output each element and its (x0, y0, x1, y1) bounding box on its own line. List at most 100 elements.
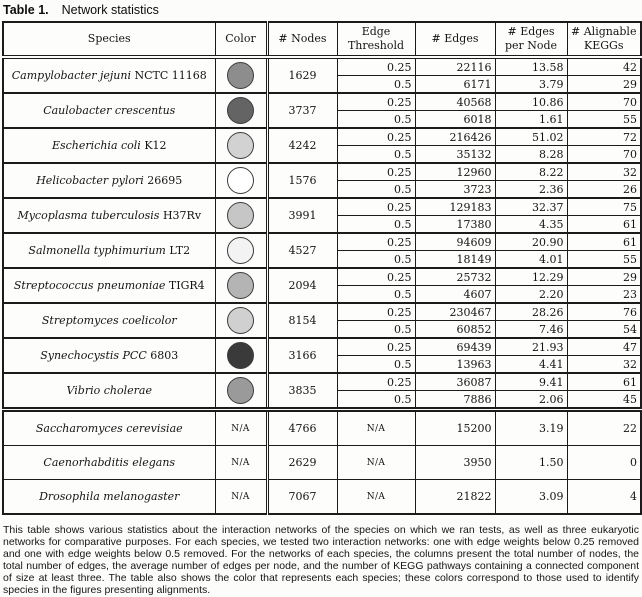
threshold-subrow: 0.5 18149 4.01 55 (3, 250, 642, 269)
species-color-cell (214, 302, 268, 339)
edges-per-node-cell: 7.46 (494, 320, 568, 339)
species-row: Mycoplasma tuberculosis H37Rv 3991 0.25 … (2, 197, 642, 234)
edge-threshold-cell: 0.25 (336, 197, 416, 216)
species-name: Vibrio cholerae (66, 384, 152, 397)
edges-per-node-cell: 20.90 (494, 232, 568, 251)
node-count-cell: 3835 (265, 372, 338, 410)
species-row: Streptococcus pneumoniae TIGR4 2094 0.25… (2, 267, 642, 304)
edges-per-node-cell: 12.29 (494, 267, 568, 286)
edge-count-cell: 4607 (414, 285, 496, 304)
edge-threshold-cell: 0.25 (336, 372, 416, 391)
alignable-keggs-cell: 70 (566, 92, 642, 111)
edge-count-cell: 17380 (414, 215, 496, 234)
species-color-dot (227, 307, 254, 334)
alignable-keggs-cell: 54 (566, 320, 642, 339)
species-strain: TIGR4 (168, 279, 205, 292)
edge-count-cell: 216426 (414, 127, 496, 146)
species-name: Synechocystis PCC (40, 349, 147, 362)
col-header-edges: # Edges (414, 21, 496, 59)
species-color-cell (214, 162, 268, 199)
network-statistics-table: Species Color # Nodes Edge Threshold # E… (2, 21, 642, 515)
edge-count-cell: 13963 (414, 355, 496, 374)
edge-count-cell: 60852 (414, 320, 496, 339)
edge-threshold-cell: 0.5 (336, 250, 416, 269)
node-count-cell: 4527 (265, 232, 338, 269)
species-strain: LT2 (169, 244, 191, 257)
edge-threshold-cell: 0.5 (336, 180, 416, 199)
edge-threshold-cell: 0.5 (336, 75, 416, 94)
edges-per-node-cell: 32.37 (494, 197, 568, 216)
species-color-dot (227, 237, 254, 264)
species-color-cell (214, 127, 268, 164)
col-header-alignable-keggs: # Alignable KEGGs (566, 21, 642, 59)
species-name: Escherichia coli (51, 139, 141, 152)
edges-per-node-cell: 3.09 (494, 479, 568, 515)
edges-per-node-cell: 2.06 (494, 390, 568, 410)
edge-count-cell: 21822 (414, 479, 496, 515)
edge-threshold-cell: 0.5 (336, 110, 416, 129)
edge-threshold-cell: 0.25 (336, 162, 416, 181)
node-count-cell: 2629 (265, 445, 338, 480)
edges-per-node-cell: 4.41 (494, 355, 568, 374)
alignable-keggs-cell: 45 (566, 390, 642, 410)
edge-count-cell: 18149 (414, 250, 496, 269)
edge-threshold-cell: 0.25 (336, 337, 416, 356)
species-color-dot (227, 342, 254, 369)
alignable-keggs-cell: 55 (566, 110, 642, 129)
edge-count-cell: 40568 (414, 92, 496, 111)
eukaryote-row: Drosophila melanogaster N/A 7067 N/A 218… (2, 479, 642, 515)
species-row: Helicobacter pylori 26695 1576 0.25 1296… (2, 162, 642, 199)
node-count-cell: 2094 (265, 267, 338, 304)
species-color-dot (227, 97, 254, 124)
color-na-cell: N/A (214, 445, 268, 480)
species-name-cell: Saccharomyces cerevisiae (2, 407, 216, 446)
edges-per-node-cell: 8.28 (494, 145, 568, 164)
species-strain: H37Rv (162, 209, 202, 222)
edge-threshold-cell: 0.25 (336, 232, 416, 251)
edges-per-node-cell: 1.50 (494, 445, 568, 480)
alignable-keggs-cell: 55 (566, 250, 642, 269)
species-color-cell (214, 267, 268, 304)
edge-count-cell: 15200 (414, 407, 496, 446)
species-name: Saccharomyces cerevisiae (35, 422, 183, 435)
species-color-dot (227, 202, 254, 229)
edge-count-cell: 3950 (414, 445, 496, 480)
species-row: Streptomyces coelicolor 8154 0.25 230467… (2, 302, 642, 339)
threshold-subrow: 0.5 7886 2.06 45 (3, 390, 642, 410)
species-name: Mycoplasma tuberculosis (17, 209, 160, 222)
col-header-nodes: # Nodes (265, 21, 338, 59)
alignable-keggs-cell: 75 (566, 197, 642, 216)
edges-per-node-cell: 4.01 (494, 250, 568, 269)
table-caption: This table shows various statistics abou… (3, 524, 639, 596)
edge-threshold-cell: 0.25 (336, 92, 416, 111)
table-number-label: Table 1. (3, 3, 49, 17)
edges-per-node-cell: 3.19 (494, 407, 568, 446)
header-row: Species Color # Nodes Edge Threshold # E… (2, 21, 642, 59)
edge-threshold-cell: 0.5 (336, 285, 416, 304)
threshold-subrow: 0.5 17380 4.35 61 (3, 215, 642, 234)
species-strain: NCTC 11168 (134, 69, 207, 82)
node-count-cell: 4766 (265, 407, 338, 446)
species-color-dot (227, 167, 254, 194)
species-row: Escherichia coli K12 4242 0.25 216426 51… (2, 127, 642, 164)
species-name-cell: Caenorhabditis elegans (2, 445, 216, 480)
species-color-cell (214, 56, 268, 94)
threshold-na-cell: N/A (336, 479, 416, 515)
edges-per-node-cell: 51.02 (494, 127, 568, 146)
alignable-keggs-cell: 32 (566, 162, 642, 181)
col-header-color: Color (214, 21, 268, 59)
threshold-subrow: 0.5 35132 8.28 70 (3, 145, 642, 164)
edges-per-node-cell: 8.22 (494, 162, 568, 181)
species-color-cell (214, 337, 268, 374)
threshold-subrow: 0.5 4607 2.20 23 (3, 285, 642, 304)
color-na-cell: N/A (214, 407, 268, 446)
species-row: Vibrio cholerae 3835 0.25 36087 9.41 61 (2, 372, 642, 410)
edge-count-cell: 94609 (414, 232, 496, 251)
alignable-keggs-cell: 23 (566, 285, 642, 304)
alignable-keggs-cell: 29 (566, 75, 642, 94)
alignable-keggs-cell: 29 (566, 267, 642, 286)
species-color-cell (214, 92, 268, 129)
edge-count-cell: 22116 (414, 56, 496, 76)
species-name-cell: Synechocystis PCC 6803 (2, 337, 216, 374)
species-name: Campylobacter jejuni (11, 69, 131, 82)
